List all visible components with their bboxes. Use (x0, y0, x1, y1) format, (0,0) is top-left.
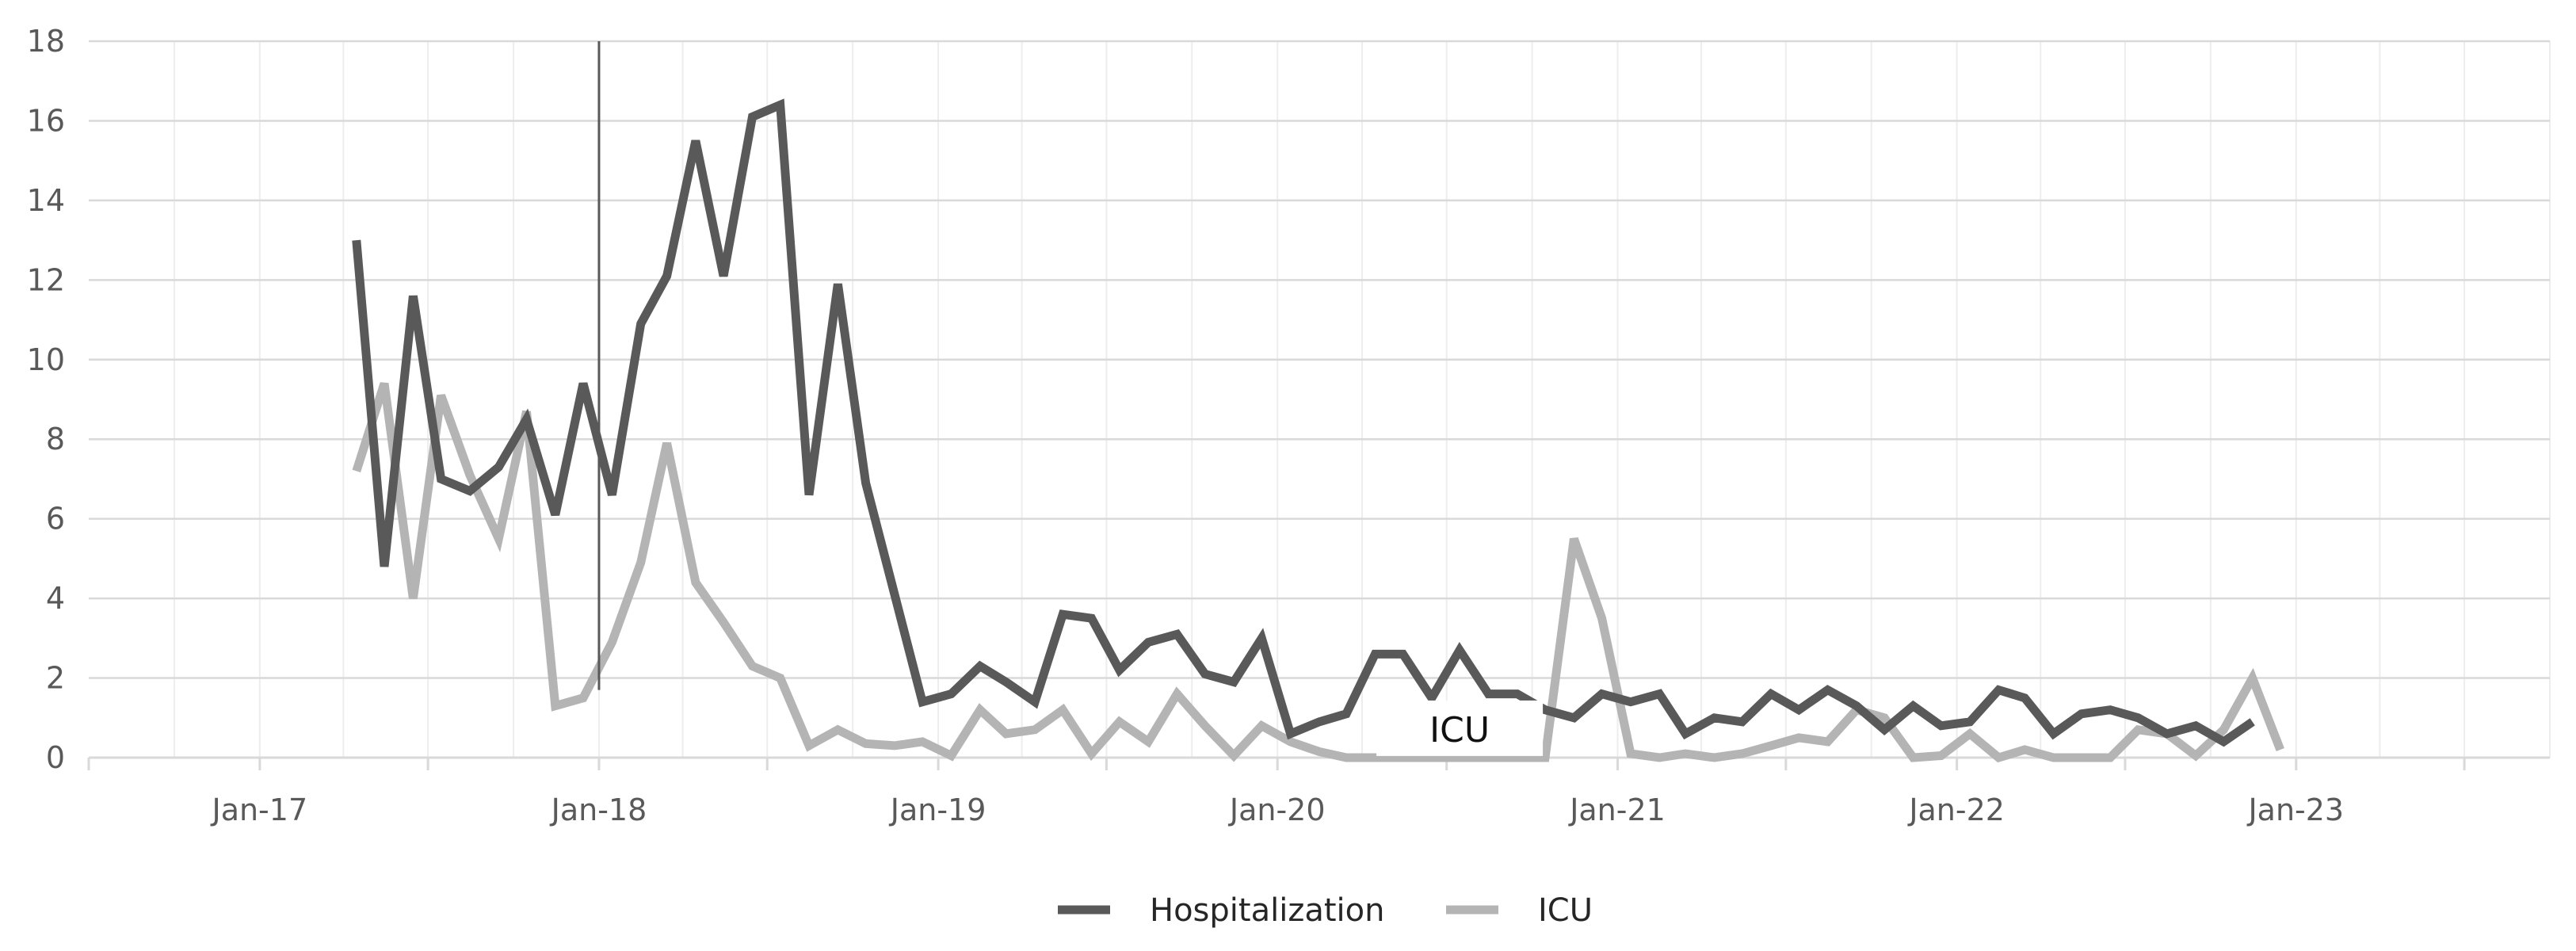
x-tick-label: Jan-23 (2246, 792, 2344, 827)
gridlines (89, 40, 2551, 759)
annotation-label: ICU (1429, 710, 1490, 750)
x-tick-label: Jan-17 (210, 792, 307, 827)
y-tick-label: 6 (46, 502, 65, 537)
annotation-label-box (1376, 700, 1544, 756)
legend: Hospitalization ICU (1058, 892, 1593, 929)
y-tick-label: 10 (27, 342, 65, 377)
y-tick-label: 2 (46, 661, 65, 696)
y-tick-label: 14 (27, 183, 65, 218)
axes: 0 2 4 6 8 10 12 14 16 18 Jan-17 Jan-18 Jan-19 Jan-20 J… (27, 24, 2550, 827)
y-tick-label: 4 (46, 581, 65, 616)
x-tick-label: Jan-20 (1228, 792, 1326, 827)
y-tick-label: 8 (46, 422, 65, 456)
series-line-hospitalization (352, 98, 2255, 747)
y-tick-label: 18 (27, 24, 65, 59)
annotations: ICU (597, 41, 1544, 756)
series-lines (352, 98, 2284, 763)
y-tick-label: 0 (46, 740, 65, 775)
series-line-icu (352, 382, 2284, 763)
y-tick-label: 12 (27, 262, 65, 297)
x-tick-label: Jan-18 (550, 792, 647, 827)
legend-label: ICU (1538, 892, 1593, 929)
x-tick-label: Jan-21 (1568, 792, 1666, 827)
legend-label: Hospitalization (1150, 892, 1384, 929)
x-tick-label: Jan-19 (889, 792, 987, 827)
x-tick-label: Jan-22 (1907, 792, 2005, 827)
y-tick-label: 16 (27, 103, 65, 138)
